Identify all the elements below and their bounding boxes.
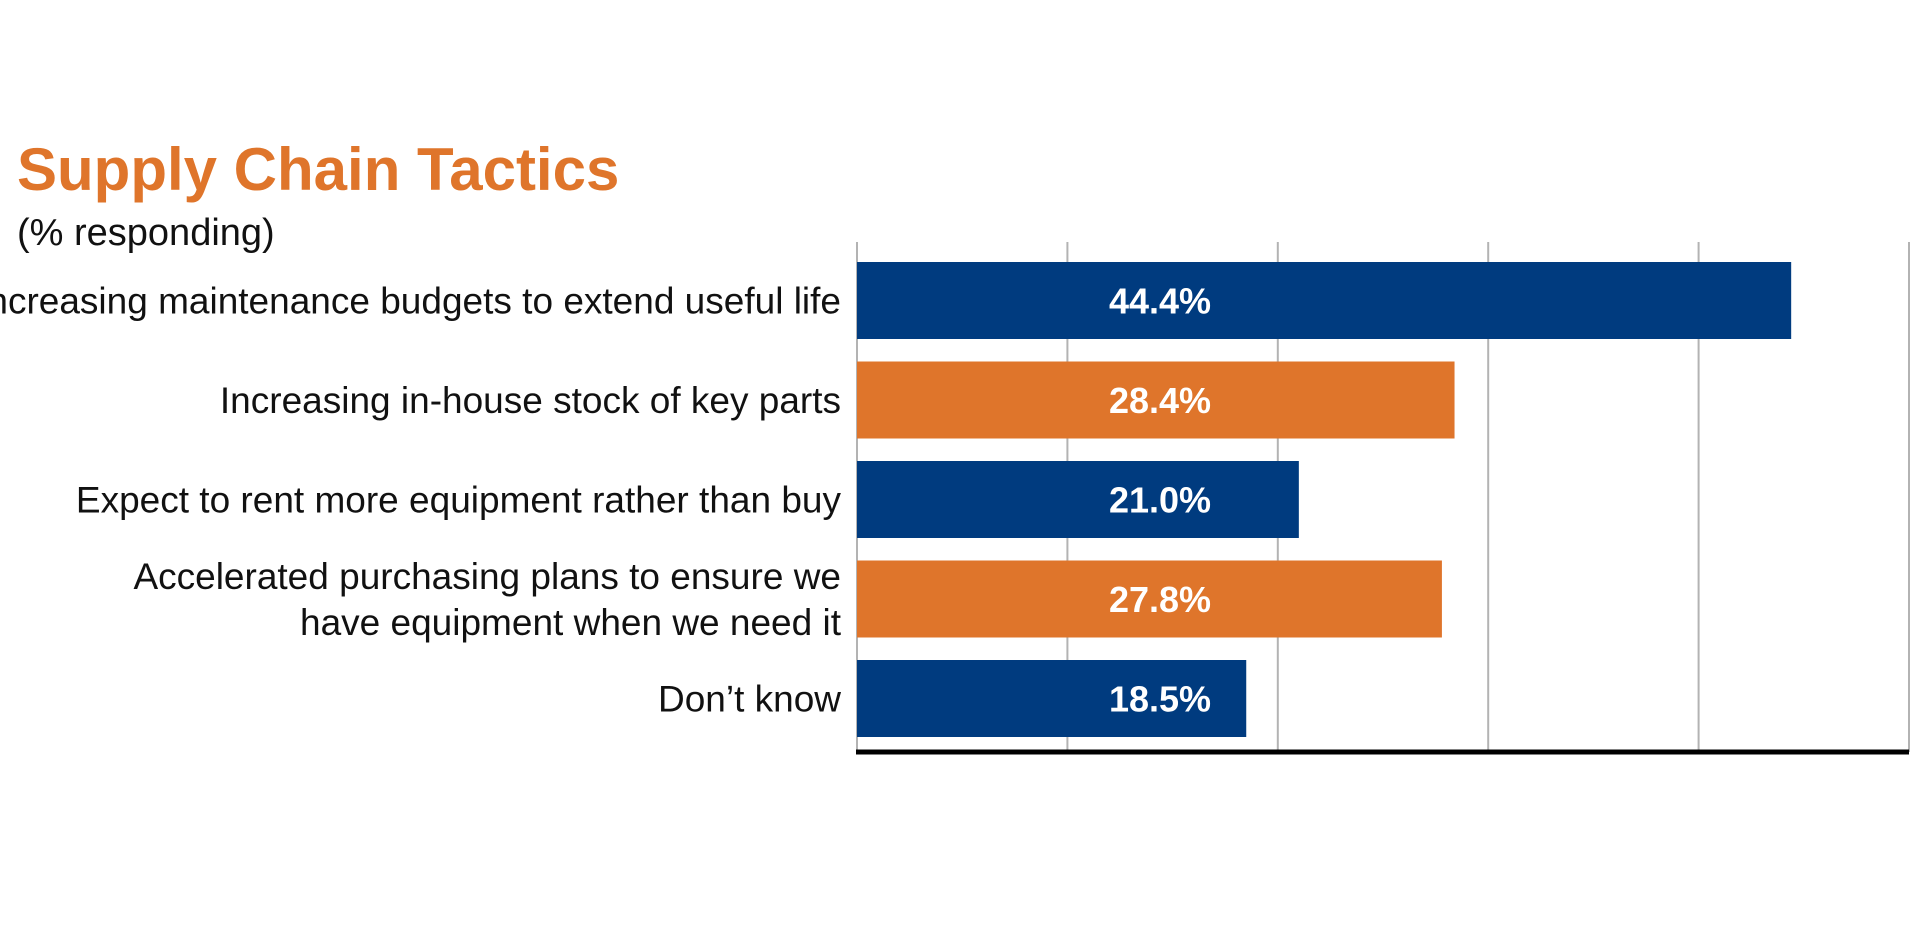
- category-labels: Increasing maintenance budgets to extend…: [0, 281, 842, 720]
- data-label-2: 21.0%: [1109, 480, 1211, 521]
- category-label-3-line-0: Accelerated purchasing plans to ensure w…: [133, 556, 841, 597]
- bar-4: [857, 660, 1247, 737]
- category-label-4: Don’t know: [658, 679, 841, 720]
- category-label-3-line-1: have equipment when we need it: [300, 602, 842, 643]
- category-label-0: Increasing maintenance budgets to extend…: [0, 281, 841, 322]
- chart-title: Supply Chain Tactics: [17, 136, 619, 203]
- data-label-4: 18.5%: [1109, 679, 1211, 720]
- data-label-3: 27.8%: [1109, 579, 1211, 620]
- bar-0: [857, 262, 1792, 339]
- data-label-1: 28.4%: [1109, 380, 1211, 421]
- bars: 44.4% 28.4% 21.0% 27.8% 18.5%: [857, 262, 1792, 737]
- category-label-1: Increasing in-house stock of key parts: [220, 380, 841, 421]
- bar-2: [857, 461, 1299, 538]
- chart-subtitle: (% responding): [17, 212, 275, 254]
- data-label-0: 44.4%: [1109, 281, 1211, 322]
- bar-1: [857, 361, 1455, 439]
- category-label-2: Expect to rent more equipment rather tha…: [76, 480, 842, 521]
- bar-3: [857, 560, 1442, 638]
